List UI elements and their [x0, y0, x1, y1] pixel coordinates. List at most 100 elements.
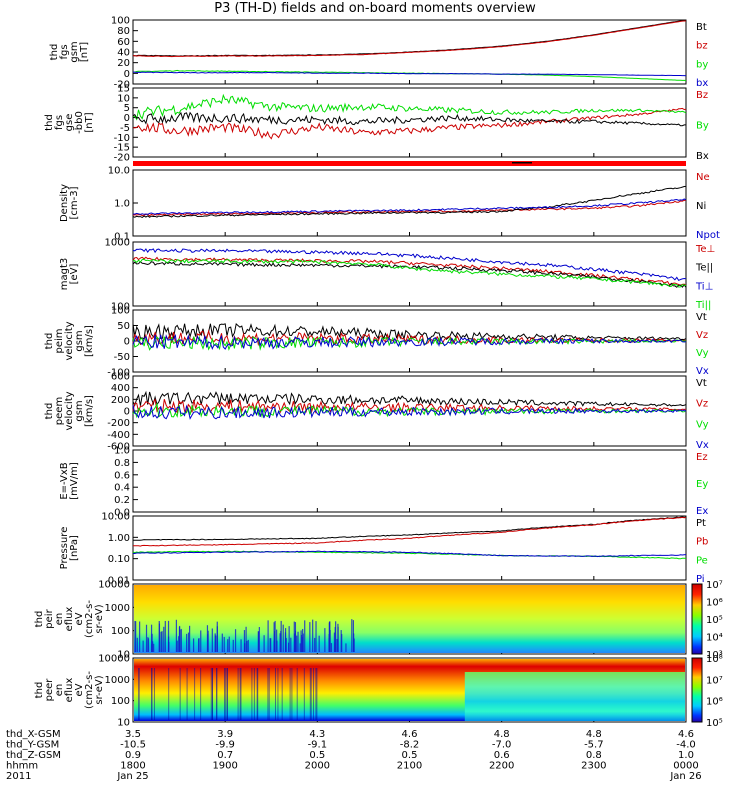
legend-label: Ey [696, 479, 708, 490]
y-tick-label: 1.0 [114, 199, 130, 210]
y-axis-label: peem [54, 397, 65, 425]
series-line-vx [132, 404, 687, 420]
ephemeris-value: Jan 26 [669, 771, 701, 782]
legend-label: Bt [696, 22, 707, 33]
legend-label: Vx [696, 440, 709, 451]
y-tick-label: -50 [114, 352, 130, 363]
y-tick-label: 100 [111, 16, 130, 27]
y-tick-label: 1000 [105, 675, 130, 686]
colorbar-label: 10⁷ [706, 580, 723, 591]
y-axis-label: gsm [69, 41, 80, 62]
y-axis-label: E=-VxB [59, 462, 70, 499]
ephemeris-value: 3.9 [217, 729, 233, 740]
y-tick-label: -10 [114, 133, 130, 144]
y-axis-label: magt3 [59, 258, 70, 291]
ephemeris-value: Jan 25 [116, 771, 148, 782]
y-tick-label: 400 [111, 383, 130, 394]
y-axis-label: [mV/m] [69, 462, 80, 500]
y-tick-label: -100 [107, 368, 130, 379]
y-tick-label: 1000 [105, 238, 130, 249]
legend-label: Bx [696, 151, 709, 162]
series-line-ti [132, 248, 687, 282]
ephemeris-value: 3.5 [125, 729, 141, 740]
ephemeris-value: 0.6 [494, 750, 510, 761]
ephemeris-value: 4.8 [494, 729, 510, 740]
y-tick-label: 600 [111, 372, 130, 383]
legend-label: by [696, 59, 708, 70]
legend-label: Vy [696, 348, 709, 359]
ephemeris-value: 1.0 [678, 750, 694, 761]
colorbar [691, 583, 703, 655]
y-tick-label: 100 [111, 626, 130, 637]
y-axis-label: [nPa] [69, 535, 80, 561]
y-axis-label: thd [44, 333, 55, 350]
legend-label: Ti|| [695, 300, 711, 311]
y-tick-label: -20 [114, 80, 130, 91]
legend-label: Pb [696, 537, 708, 548]
legend-label: Npot [696, 230, 720, 241]
y-axis-label: [km/s] [84, 325, 95, 357]
colorbar [691, 657, 703, 723]
series-line-vz [132, 329, 687, 347]
legend-label: By [696, 121, 709, 132]
ephemeris-value: 0.7 [217, 750, 233, 761]
y-axis-label: sr-eV) [94, 675, 105, 704]
ephemeris-value: 4.8 [586, 729, 602, 740]
ephemeris-value: -9.9 [215, 740, 235, 751]
legend-label: Ex [696, 506, 708, 517]
series-line-pb [132, 516, 687, 547]
y-axis-label: sr-eV) [94, 604, 105, 633]
y-axis-label: [eV] [69, 264, 80, 285]
y-axis-label: [nT] [79, 42, 90, 62]
ephemeris-value: 2000 [305, 761, 330, 772]
ephemeris-value: 2200 [489, 761, 514, 772]
y-tick-label: 0.01 [108, 576, 130, 587]
colorbar-label: 10⁵ [706, 615, 723, 626]
y-tick-label: 60 [117, 37, 130, 48]
y-tick-label: 15 [117, 84, 130, 95]
y-tick-label: 0 [124, 113, 130, 124]
y-tick-label: 100 [111, 306, 130, 317]
y-axis-label: gse [64, 114, 75, 132]
y-axis-label: gsm [74, 330, 85, 351]
y-tick-label: 0 [124, 337, 130, 348]
series-line-vt [132, 390, 687, 407]
y-tick-label: 20 [117, 58, 130, 69]
y-tick-label: 10.00 [101, 512, 130, 523]
colorbar-label: 10⁵ [706, 718, 723, 729]
series-line-bx [132, 111, 686, 127]
legend-label: Pt [696, 518, 706, 529]
legend-label: Vx [696, 366, 709, 377]
y-tick-label: 0.10 [108, 554, 130, 565]
y-tick-label: 100 [111, 696, 130, 707]
legend-label: Pi [696, 574, 705, 585]
colorbar-label: 10³ [706, 650, 723, 661]
y-tick-label: -400 [107, 430, 130, 441]
y-axis-label: Density [59, 184, 70, 222]
y-tick-label: 0 [124, 407, 130, 418]
y-axis-label: [nT] [84, 112, 95, 132]
ephemeris-value: -10.5 [120, 740, 146, 751]
ephemeris-value: -8.2 [400, 740, 420, 751]
ephemeris-value: -4.0 [676, 740, 696, 751]
y-tick-label: 0 [124, 69, 130, 80]
ephemeris-value: 1800 [120, 761, 145, 772]
y-tick-label: 1.0 [114, 446, 130, 457]
y-tick-label: 50 [117, 321, 130, 332]
ephemeris-value: 2300 [581, 761, 606, 772]
y-axis-label: en [54, 613, 65, 626]
legend-label: Vt [696, 378, 707, 389]
legend-label: Vy [696, 419, 709, 430]
y-tick-label: 0.0 [114, 508, 130, 519]
ephemeris-value: 4.3 [309, 729, 325, 740]
y-axis-label: fgs [54, 115, 65, 130]
y-axis-label: fgs [59, 44, 70, 59]
panel-frame [132, 449, 687, 513]
y-axis-label: -bb0 [74, 111, 85, 134]
y-tick-label: -15 [114, 143, 130, 154]
colorbar-label: 10⁷ [706, 675, 723, 686]
electron-spectrogram-late [464, 672, 685, 721]
ephemeris-value: 4.6 [402, 729, 418, 740]
ephemeris-value: 0000 [673, 761, 698, 772]
